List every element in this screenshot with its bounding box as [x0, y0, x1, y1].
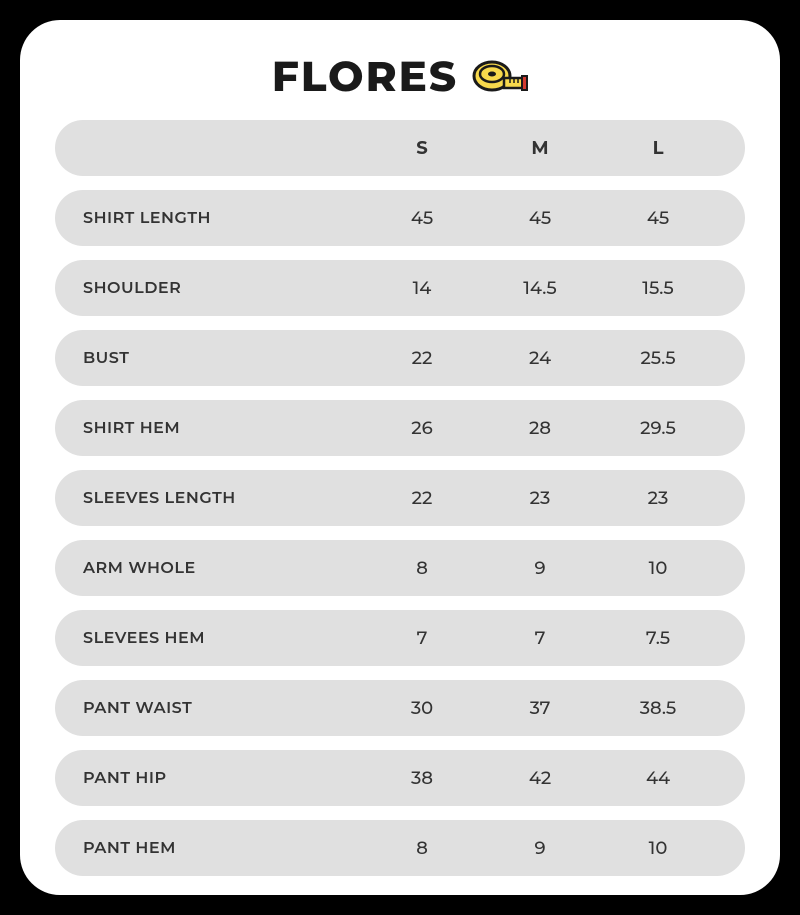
- cell-value: 38.5: [599, 697, 717, 719]
- table-row: SHIRT HEM 26 28 29.5: [55, 400, 745, 456]
- table-row: ARM WHOLE 8 9 10: [55, 540, 745, 596]
- row-label: SHIRT HEM: [83, 419, 363, 438]
- cell-value: 29.5: [599, 417, 717, 439]
- cell-value: 22: [363, 347, 481, 369]
- cell-value: 7: [481, 627, 599, 649]
- cell-value: 7: [363, 627, 481, 649]
- cell-value: 8: [363, 557, 481, 579]
- cell-value: 44: [599, 767, 717, 789]
- row-label: ARM WHOLE: [83, 559, 363, 578]
- cell-value: 37: [481, 697, 599, 719]
- cell-value: 14: [363, 277, 481, 299]
- size-chart-card: FLORES S M L SHIRT LENGTH 45 45: [20, 20, 780, 895]
- row-label: BUST: [83, 349, 363, 368]
- cell-value: 10: [599, 837, 717, 859]
- measuring-tape-icon: [472, 56, 528, 96]
- cell-value: 14.5: [481, 277, 599, 299]
- cell-value: 9: [481, 837, 599, 859]
- table-row: BUST 22 24 25.5: [55, 330, 745, 386]
- cell-value: 7.5: [599, 627, 717, 649]
- table-row: SLEEVES LENGTH 22 23 23: [55, 470, 745, 526]
- table-row: PANT HIP 38 42 44: [55, 750, 745, 806]
- cell-value: 24: [481, 347, 599, 369]
- title-wrap: FLORES: [55, 50, 745, 102]
- cell-value: 8: [363, 837, 481, 859]
- table-row: SLEVEES HEM 7 7 7.5: [55, 610, 745, 666]
- cell-value: 22: [363, 487, 481, 509]
- col-header-l: L: [599, 137, 717, 159]
- cell-value: 30: [363, 697, 481, 719]
- cell-value: 23: [599, 487, 717, 509]
- row-label: PANT HEM: [83, 839, 363, 858]
- header-row: S M L: [55, 120, 745, 176]
- cell-value: 45: [481, 207, 599, 229]
- cell-value: 25.5: [599, 347, 717, 369]
- col-header-m: M: [481, 137, 599, 159]
- cell-value: 26: [363, 417, 481, 439]
- row-label: SLEEVES LENGTH: [83, 489, 363, 508]
- cell-value: 38: [363, 767, 481, 789]
- cell-value: 28: [481, 417, 599, 439]
- row-label: PANT WAIST: [83, 699, 363, 718]
- col-header-s: S: [363, 137, 481, 159]
- row-label: SHIRT LENGTH: [83, 209, 363, 228]
- table-row: SHOULDER 14 14.5 15.5: [55, 260, 745, 316]
- size-rows: S M L SHIRT LENGTH 45 45 45 SHOULDER 14 …: [55, 120, 745, 876]
- row-label: SHOULDER: [83, 279, 363, 298]
- table-row: PANT HEM 8 9 10: [55, 820, 745, 876]
- cell-value: 45: [363, 207, 481, 229]
- cell-value: 42: [481, 767, 599, 789]
- cell-value: 9: [481, 557, 599, 579]
- cell-value: 10: [599, 557, 717, 579]
- row-label: PANT HIP: [83, 769, 363, 788]
- cell-value: 45: [599, 207, 717, 229]
- cell-value: 15.5: [599, 277, 717, 299]
- row-label: SLEVEES HEM: [83, 629, 363, 648]
- cell-value: 23: [481, 487, 599, 509]
- chart-title: FLORES: [272, 50, 458, 102]
- table-row: PANT WAIST 30 37 38.5: [55, 680, 745, 736]
- table-row: SHIRT LENGTH 45 45 45: [55, 190, 745, 246]
